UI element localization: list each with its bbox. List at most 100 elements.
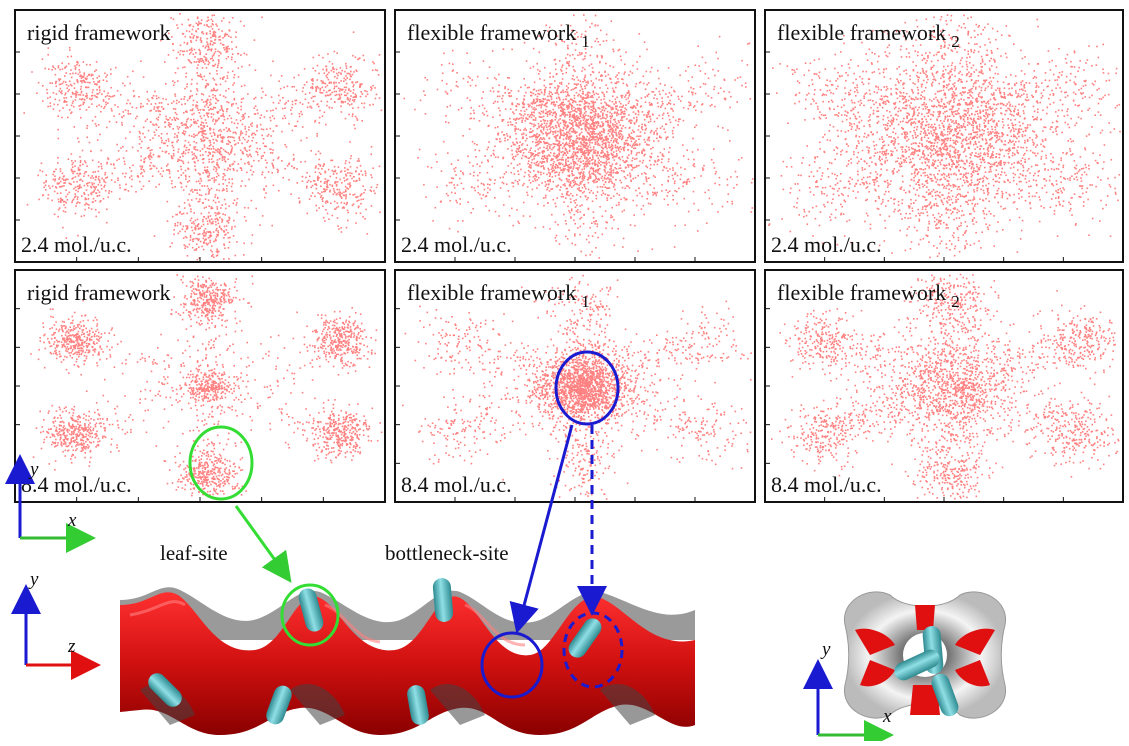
density-dot: [54, 73, 57, 76]
density-dot: [588, 96, 590, 99]
density-dot: [607, 124, 610, 126]
density-dot: [216, 196, 219, 199]
density-dot: [576, 131, 578, 134]
density-dot: [599, 125, 601, 128]
density-dot: [593, 107, 596, 110]
density-dot: [212, 34, 214, 36]
density-dot: [478, 120, 481, 122]
density-dot: [356, 119, 359, 121]
density-dot: [220, 147, 222, 149]
density-dot: [291, 100, 294, 103]
density-dot: [236, 111, 239, 114]
density-dot: [661, 190, 663, 192]
density-dot: [52, 173, 54, 176]
density-dot: [662, 102, 664, 105]
density-dot: [150, 109, 153, 112]
density-dot: [486, 191, 489, 194]
density-dot: [656, 132, 658, 135]
density-dot: [343, 177, 345, 179]
density-dot: [539, 125, 542, 127]
density-dot: [188, 97, 191, 100]
density-dot: [219, 149, 221, 151]
density-dot: [108, 192, 110, 194]
density-dot: [301, 175, 304, 178]
density-dot: [572, 88, 574, 90]
density-dot: [204, 47, 207, 49]
density-dot: [552, 164, 554, 167]
density-dot: [78, 185, 80, 188]
density-dot: [196, 105, 199, 107]
density-dot: [208, 148, 210, 150]
density-dot: [224, 32, 227, 35]
density-dot: [253, 159, 255, 162]
density-dot: [124, 109, 127, 111]
density-dot: [549, 173, 551, 176]
density-dot: [517, 170, 519, 172]
density-dot: [635, 189, 637, 192]
density-dot: [522, 115, 525, 117]
density-dot: [647, 111, 649, 114]
density-dot: [473, 117, 475, 120]
density-dot: [536, 179, 539, 181]
density-dot: [204, 85, 207, 87]
density-dot: [74, 176, 77, 178]
density-dot: [222, 213, 224, 215]
density-dot: [343, 191, 345, 193]
density-dot: [601, 117, 604, 119]
density-dot: [629, 224, 632, 226]
density-dot: [325, 209, 327, 211]
density-dot: [64, 75, 66, 77]
density-dot: [225, 57, 228, 60]
density-dot: [172, 108, 175, 110]
density-dot: [306, 212, 308, 215]
density-dot: [498, 107, 500, 109]
density-dot: [376, 183, 379, 186]
density-dot: [209, 132, 212, 135]
density-dot: [300, 110, 302, 113]
density-dot: [568, 103, 571, 105]
density-dot: [588, 129, 590, 131]
density-dot: [97, 183, 100, 186]
density-dot: [233, 160, 236, 163]
density-dot: [565, 197, 567, 199]
density-dot: [87, 198, 90, 200]
density-dot: [189, 95, 192, 98]
density-dot: [520, 150, 522, 152]
density-dot: [541, 116, 543, 118]
density-dot: [612, 129, 614, 132]
density-dot: [148, 146, 150, 149]
density-dot: [319, 89, 321, 91]
density-dot: [578, 117, 581, 120]
density-dot: [555, 234, 558, 237]
density-dot: [567, 87, 569, 89]
density-dot: [364, 218, 366, 220]
density-dot: [556, 140, 559, 142]
density-dot: [359, 84, 361, 87]
density-dot: [124, 175, 126, 178]
density-dot: [582, 66, 584, 69]
density-dot: [539, 104, 541, 106]
density-dot: [560, 195, 563, 198]
density-dot: [476, 163, 478, 165]
density-dot: [608, 135, 611, 137]
density-dot: [58, 83, 61, 86]
density-dot: [284, 103, 286, 105]
density-dot: [562, 91, 565, 94]
density-dot: [629, 70, 632, 73]
density-dot: [479, 172, 481, 174]
density-dot: [96, 84, 98, 86]
density-dot: [666, 103, 669, 106]
density-dot: [549, 128, 551, 130]
density-dot: [353, 100, 355, 103]
density-dot: [587, 162, 590, 164]
density-dot: [322, 56, 324, 59]
density-dot: [198, 131, 200, 133]
density-dot: [580, 250, 582, 253]
density-dot: [59, 78, 62, 80]
density-dot: [316, 64, 319, 67]
density-dot: [197, 200, 200, 203]
density-dot: [227, 139, 230, 142]
density-dot: [524, 155, 526, 158]
density-dot: [108, 95, 111, 97]
density-dot: [220, 115, 222, 117]
